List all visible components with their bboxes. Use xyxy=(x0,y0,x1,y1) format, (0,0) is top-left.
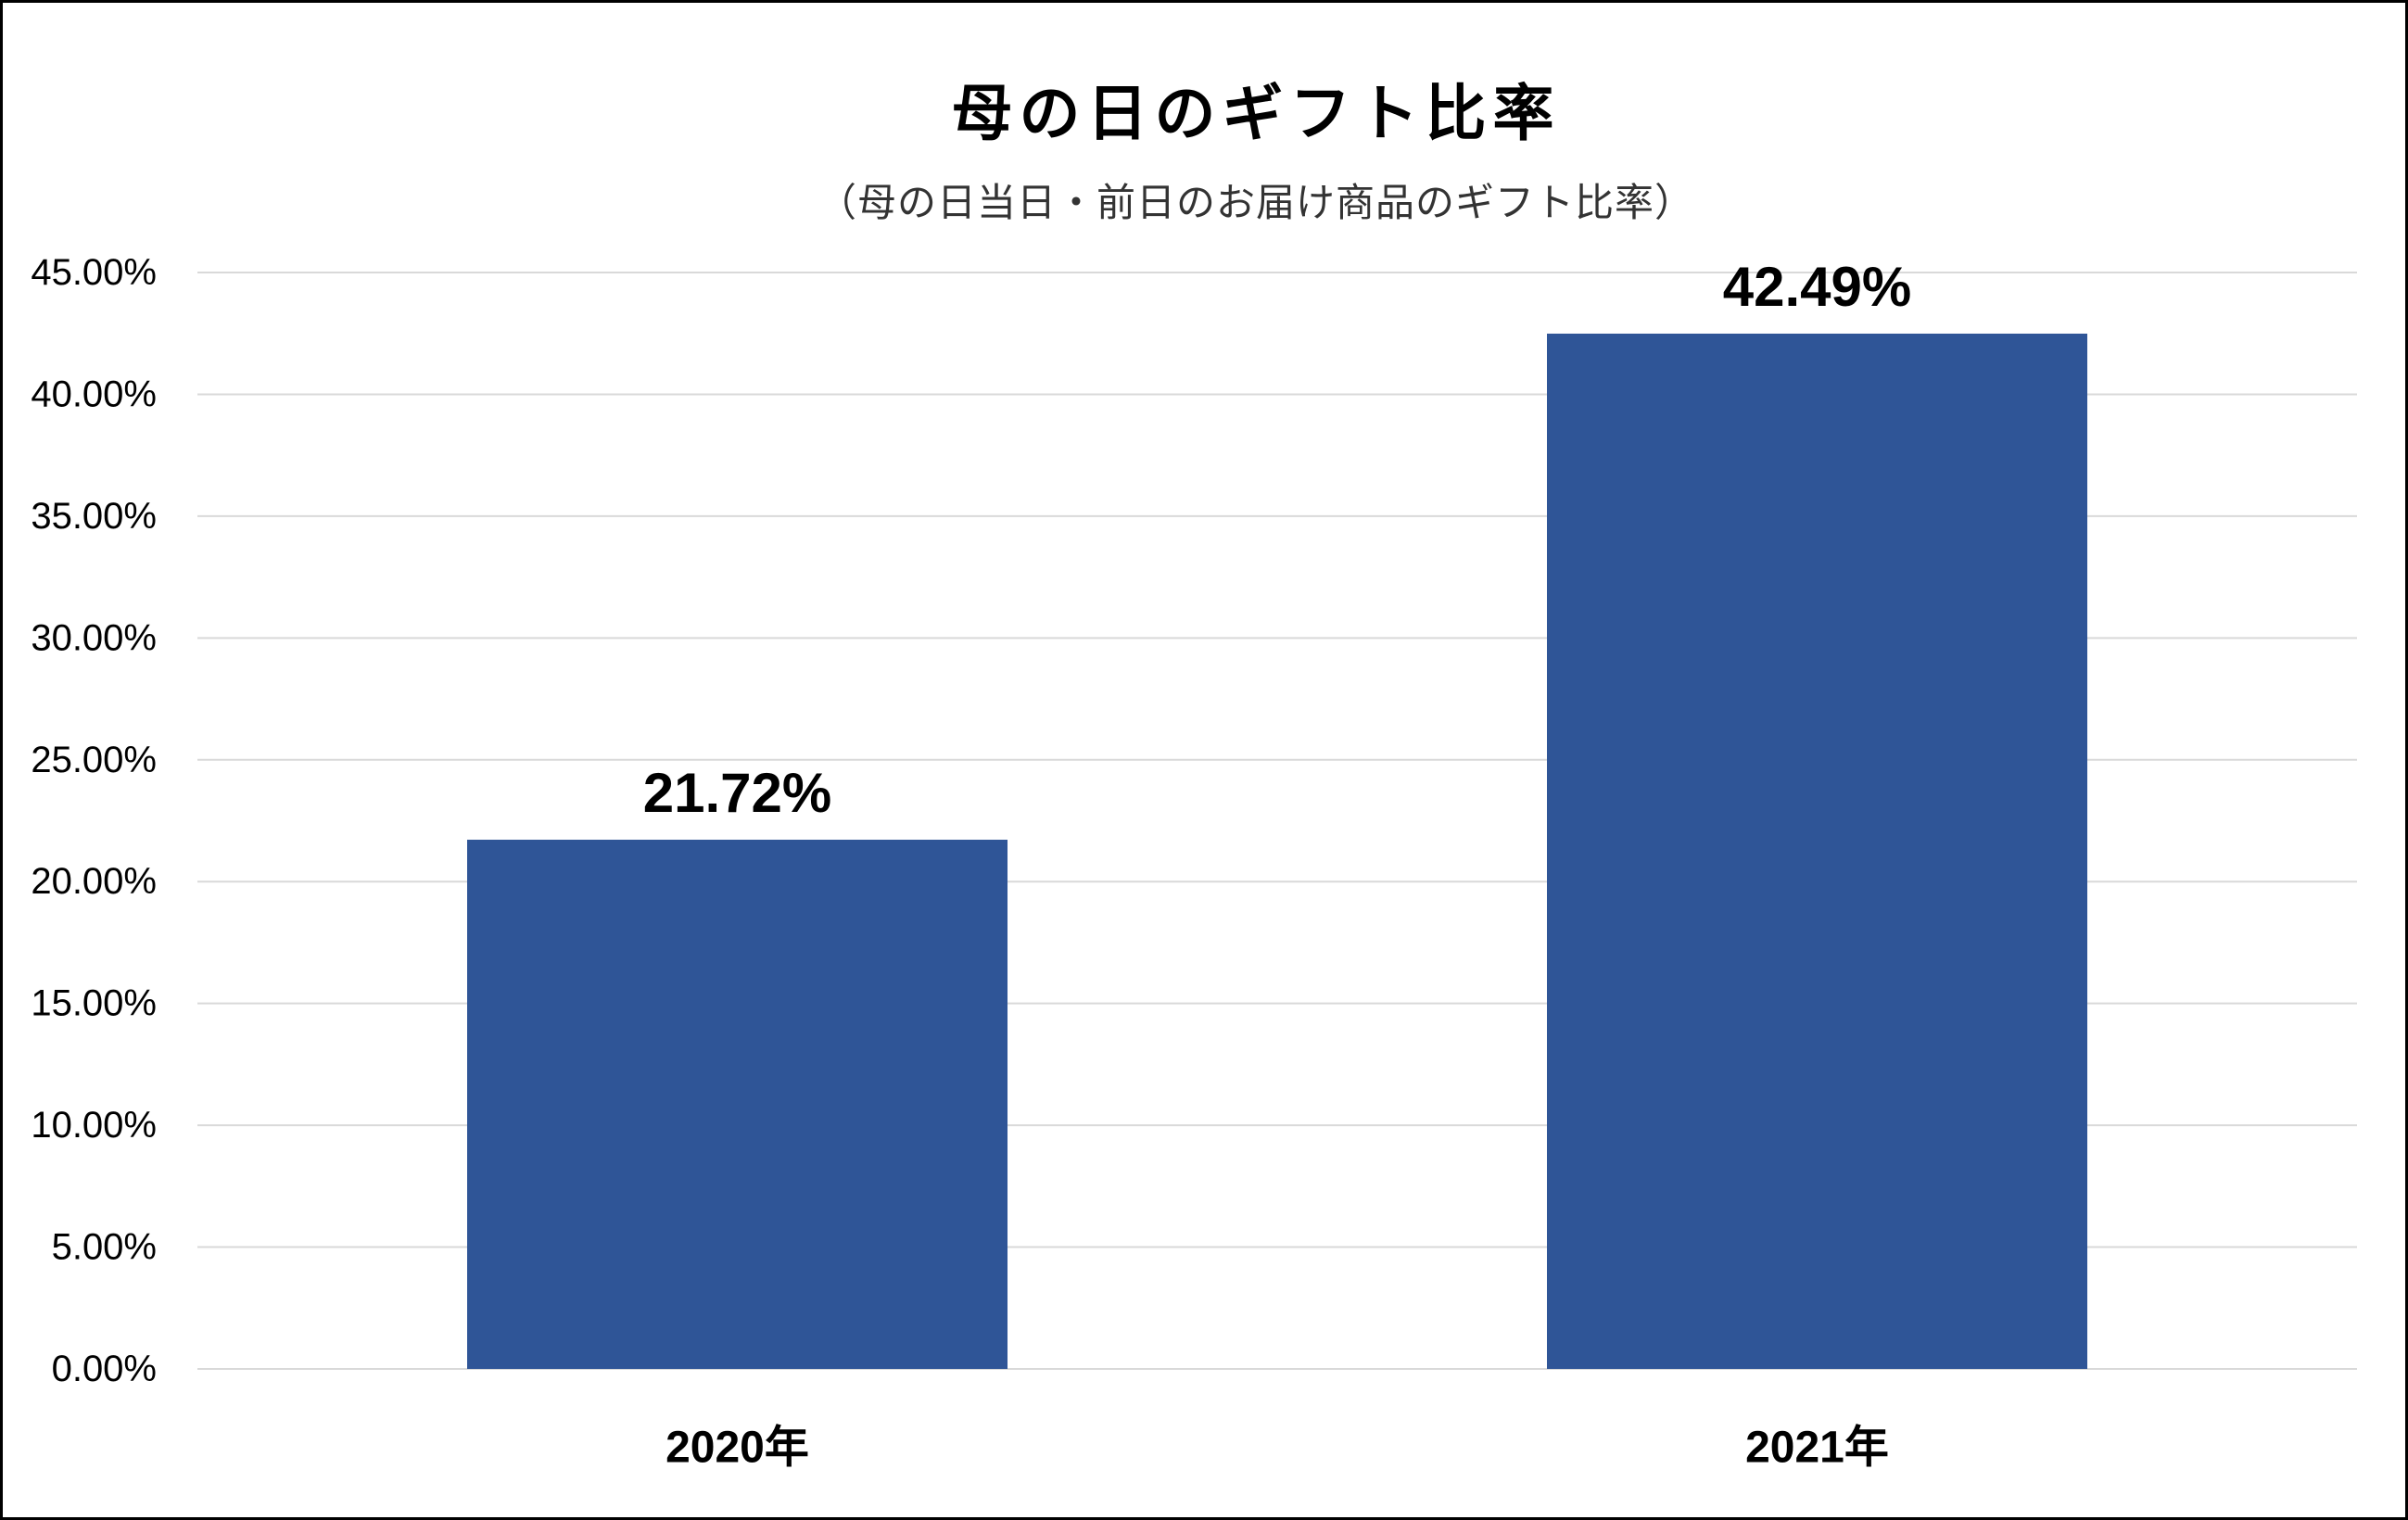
y-tick-label: 20.00% xyxy=(31,861,157,902)
y-tick-label: 25.00% xyxy=(31,740,157,780)
bars xyxy=(467,333,2087,1369)
y-tick-label: 15.00% xyxy=(31,983,157,1024)
data-label-2020: 21.72% xyxy=(643,762,832,824)
y-tick-label: 40.00% xyxy=(31,374,157,414)
bar-chart: 0.00% 5.00% 10.00% 15.00% 20.00% 25.00% 30.00%… xyxy=(31,252,2357,1473)
x-tick-label-2020: 2020年 xyxy=(665,1424,809,1473)
x-tick-label-2021: 2021年 xyxy=(1745,1424,1889,1473)
y-tick-label: 10.00% xyxy=(31,1105,157,1146)
data-labels: 21.72% 42.49% xyxy=(643,256,1912,824)
chart-title: 母の日のギフト比率 xyxy=(951,78,1561,149)
y-tick-label: 5.00% xyxy=(52,1227,157,1268)
chart-subtitle: （母の日当日・前日のお届け商品のギフト比率） xyxy=(817,180,1694,225)
bar-2020 xyxy=(467,840,1008,1369)
y-axis: 0.00% 5.00% 10.00% 15.00% 20.00% 25.00% 30.00%… xyxy=(31,252,157,1389)
y-tick-label: 45.00% xyxy=(31,252,157,293)
bar-2021 xyxy=(1547,333,2087,1369)
data-label-2021: 42.49% xyxy=(1723,256,1912,318)
y-tick-label: 0.00% xyxy=(52,1349,157,1389)
y-tick-label: 30.00% xyxy=(31,617,157,658)
y-tick-label: 35.00% xyxy=(31,496,157,537)
x-axis: 2020年 2021年 xyxy=(665,1424,1889,1473)
